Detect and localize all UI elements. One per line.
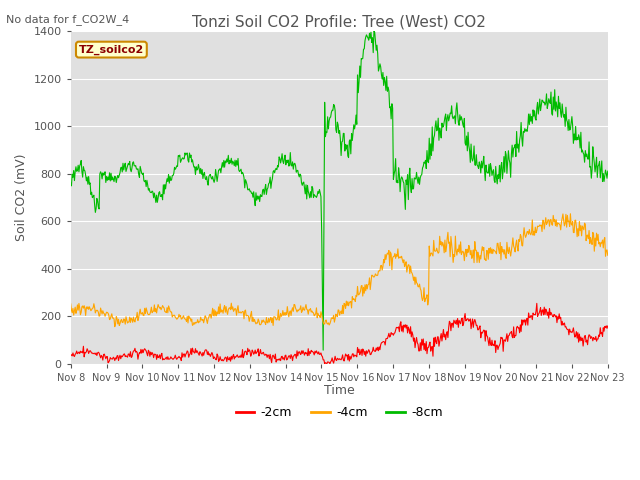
Y-axis label: Soil CO2 (mV): Soil CO2 (mV) bbox=[15, 154, 28, 241]
X-axis label: Time: Time bbox=[324, 384, 355, 397]
Title: Tonzi Soil CO2 Profile: Tree (West) CO2: Tonzi Soil CO2 Profile: Tree (West) CO2 bbox=[192, 15, 486, 30]
Text: No data for f_CO2W_4: No data for f_CO2W_4 bbox=[6, 14, 130, 25]
Text: TZ_soilco2: TZ_soilco2 bbox=[79, 45, 144, 55]
Legend: -2cm, -4cm, -8cm: -2cm, -4cm, -8cm bbox=[230, 401, 448, 424]
